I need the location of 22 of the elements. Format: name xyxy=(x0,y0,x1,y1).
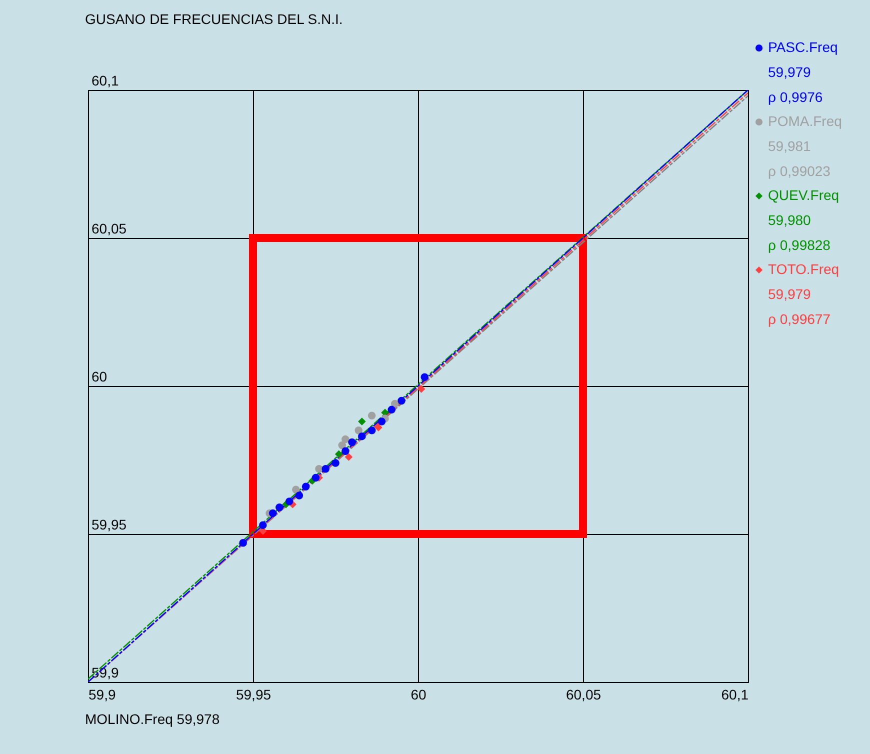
text: 59,979 xyxy=(768,64,812,80)
y-tick-label: 59,95 xyxy=(92,516,127,532)
legend-label: TOTO.Freq xyxy=(768,261,840,277)
x-axis-title: MOLINO.Freq 59,978 xyxy=(85,711,220,727)
legend-label: PASC.Freq xyxy=(768,39,838,55)
x-tick-label: 60,05 xyxy=(566,686,602,702)
text: ρ 0,99023 xyxy=(768,163,831,179)
x-tick-label: 59,95 xyxy=(236,686,272,702)
chart-title: GUSANO DE FRECUENCIAS DEL S.N.I. xyxy=(85,11,343,27)
legend-label: POMA.Freq xyxy=(768,113,842,129)
x-tick-label: 60,1 xyxy=(721,686,749,702)
y-tick-label: 60,05 xyxy=(92,220,127,236)
y-tick-label: 60 xyxy=(92,368,108,384)
text: 59,979 xyxy=(768,286,812,302)
text: 59,981 xyxy=(768,138,812,154)
text: ρ 0,99828 xyxy=(768,237,831,253)
y-tick-label: 60,1 xyxy=(92,72,119,88)
x-tick-label: 60 xyxy=(410,686,426,702)
legend-label: QUEV.Freq xyxy=(768,187,840,203)
text: ρ 0,9976 xyxy=(768,89,823,105)
text: ρ 0,99677 xyxy=(768,311,831,327)
text: 59,980 xyxy=(768,212,812,228)
